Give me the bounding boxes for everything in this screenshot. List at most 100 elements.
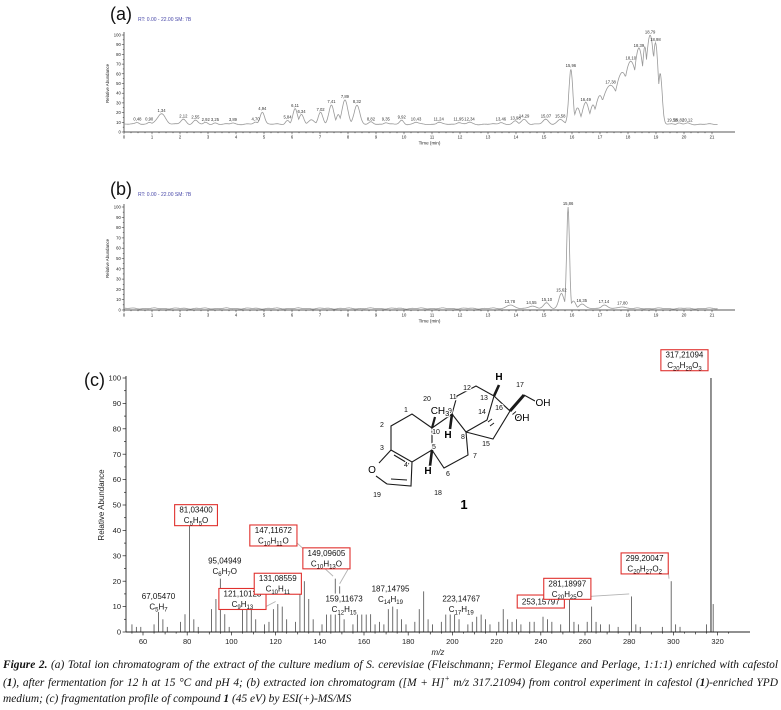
peak-label: 13,98 [510, 116, 521, 121]
svg-text:6: 6 [291, 313, 294, 318]
atom-label: 15 [482, 441, 490, 448]
peak-label: 18,39 [634, 43, 645, 48]
peak-label: 7,41 [327, 99, 336, 104]
svg-text:13: 13 [486, 313, 491, 318]
peak-label: 0,90 [145, 117, 154, 122]
svg-text:7: 7 [319, 135, 322, 140]
ms-label-value: 95,04949 [208, 556, 242, 565]
svg-text:70: 70 [113, 450, 121, 459]
svg-text:2: 2 [179, 313, 182, 318]
atom-label: 18 [434, 490, 442, 497]
atom-label: H [444, 430, 451, 441]
peak-label: 10,43 [411, 117, 422, 122]
svg-text:50: 50 [116, 256, 121, 261]
svg-text:18: 18 [626, 135, 631, 140]
caption-segment: 1 [699, 676, 706, 689]
svg-text:30: 30 [116, 100, 121, 105]
label-connector [265, 601, 276, 607]
peak-label: 1,34 [157, 108, 166, 113]
svg-text:100: 100 [114, 33, 122, 38]
svg-text:20: 20 [116, 287, 121, 292]
svg-text:80: 80 [116, 225, 121, 230]
compound-number: 1 [460, 497, 467, 512]
svg-text:100: 100 [225, 637, 238, 646]
svg-text:17: 17 [598, 135, 603, 140]
caption-segment: 1 [223, 693, 230, 706]
svg-text:160: 160 [358, 637, 371, 646]
atom-label: H [495, 372, 502, 383]
svg-text:16: 16 [570, 313, 575, 318]
ms-label-box [174, 504, 218, 527]
svg-text:10: 10 [402, 135, 407, 140]
svg-text:20: 20 [682, 135, 687, 140]
peak-label: 16,35 [577, 298, 588, 303]
y-axis-label: Relative Abundance [97, 469, 106, 541]
ms-label-value: 253,15797 [522, 598, 560, 607]
svg-text:220: 220 [490, 637, 503, 646]
caption-segment: Figure 2. [3, 659, 48, 671]
svg-text:90: 90 [113, 399, 121, 408]
ms-label-box [543, 577, 592, 600]
atom-label: 2 [380, 422, 384, 429]
svg-text:0: 0 [118, 130, 121, 135]
atom-label: 20 [423, 396, 431, 403]
x-axis-label: Time (min) [419, 141, 441, 146]
svg-text:5: 5 [263, 313, 266, 318]
ms-label-value: 67,05470 [142, 592, 176, 601]
caption-segment: (a) Total ion chromatogram of the extrac… [3, 659, 778, 689]
svg-text:17: 17 [598, 313, 603, 318]
svg-text:4: 4 [235, 313, 238, 318]
ms-label-box [620, 552, 669, 575]
atom-label: 9 [448, 408, 452, 415]
peak-label: 2,92 [202, 117, 211, 122]
peak-label: 9,92 [398, 115, 407, 120]
y-axis-label: Relative Abundance [105, 238, 110, 278]
svg-text:60: 60 [139, 637, 147, 646]
ms-label-value: 317,21094 [666, 351, 704, 360]
panel-b-letter: (b) [110, 179, 132, 199]
atom-label: 1 [404, 407, 408, 414]
figure-caption: Figure 2. (a) Total ion chromatogram of … [3, 657, 778, 707]
peak-label: 15,58 [555, 114, 566, 119]
svg-text:70: 70 [116, 62, 121, 67]
svg-text:9: 9 [375, 313, 378, 318]
atom-label: 16 [495, 405, 503, 412]
panel-c-letter: (c) [84, 370, 105, 390]
peak-label: 6,11 [291, 103, 300, 108]
cafestol-structure: 1234567891011121314151617181920OCH3OHOHH… [367, 371, 552, 513]
peak-label: 8,82 [367, 117, 376, 122]
svg-text:19: 19 [654, 313, 659, 318]
svg-text:50: 50 [116, 81, 121, 86]
ms-label-value: 299,20047 [626, 554, 664, 563]
svg-text:14: 14 [514, 135, 519, 140]
ms-label-formula: C5H5O [184, 516, 208, 527]
caption-segment: m/z 317.21094) from control experiment i… [449, 676, 700, 689]
atom-label: O [368, 465, 376, 476]
svg-text:80: 80 [183, 637, 191, 646]
peak-label: 20,12 [682, 118, 693, 123]
atom-label: 10 [432, 429, 440, 436]
svg-text:11: 11 [430, 135, 435, 140]
plot-header: RT: 0.00 - 22.00 SM: 7B [138, 17, 192, 23]
ms-label-formula: C6H7O [213, 567, 237, 578]
svg-text:10: 10 [113, 602, 121, 611]
structure-atom-labels: 1234567891011121314151617181920OCH3OHOHH… [367, 371, 552, 513]
peak-label: 11,24 [434, 117, 445, 122]
svg-text:3: 3 [207, 135, 210, 140]
atom-label: 14 [478, 409, 486, 416]
peak-label: 17,80 [617, 301, 628, 306]
chromatogram-trace [124, 206, 718, 310]
svg-text:20: 20 [116, 110, 121, 115]
structure-bonds [375, 384, 536, 487]
chromatogram-trace [124, 35, 718, 126]
svg-text:10: 10 [402, 313, 407, 318]
atom-label: 11 [449, 394, 456, 401]
peak-label: 4,70 [252, 117, 261, 122]
svg-text:15: 15 [542, 313, 547, 318]
ms-label-bg [203, 555, 247, 577]
atom-label: 17 [516, 382, 524, 389]
peak-label: 6,34 [297, 109, 306, 114]
svg-text:21: 21 [710, 135, 715, 140]
panel-a-letter: (a) [110, 4, 132, 24]
